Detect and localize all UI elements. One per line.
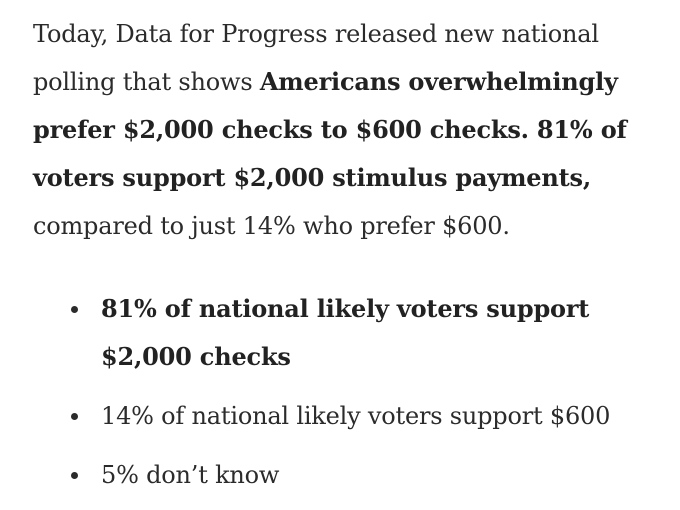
intro-tail-text: compared to just 14% who prefer $600.	[33, 212, 510, 240]
list-item-text: 5% don’t know	[101, 461, 280, 489]
bullet-icon	[71, 472, 78, 479]
list-item-text: 14% of national likely voters support $6…	[101, 402, 611, 430]
intro-lead-text: Today, Data for Progress released new na…	[33, 20, 599, 96]
list-item-dont-know: 5% don’t know	[33, 451, 673, 499]
intro-bold-text: Americans overwhelmingly prefer $2,000 c…	[33, 67, 627, 192]
article-body: Today, Data for Progress released new na…	[33, 10, 673, 489]
list-item-support-2000: 81% of national likely voters support $2…	[33, 285, 673, 381]
bullet-icon	[71, 413, 78, 420]
poll-results-list: 81% of national likely voters support $2…	[33, 285, 673, 510]
list-item-text: 81% of national likely voters support $2…	[101, 294, 590, 371]
intro-paragraph: Today, Data for Progress released new na…	[33, 10, 673, 250]
bullet-icon	[71, 306, 78, 313]
list-item-support-600: 14% of national likely voters support $6…	[33, 392, 673, 440]
